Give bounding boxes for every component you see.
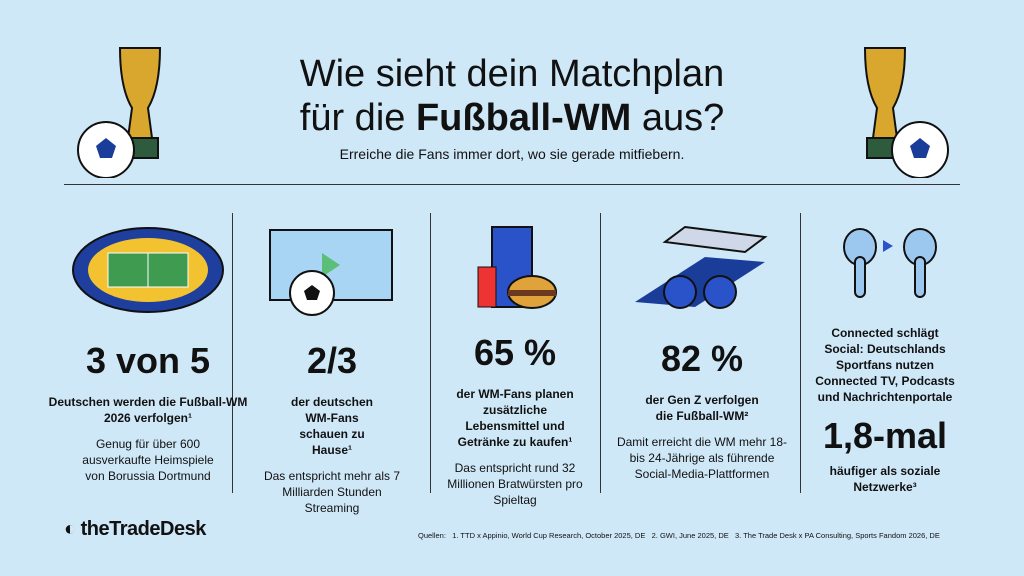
stat-column: Connected schlägt Social: Deutschlands S… [810, 325, 960, 505]
stat-detail: Genug für über 600 ausverkaufte Heimspie… [82, 437, 214, 483]
title-line: für die Fußball-WM aus? [200, 96, 824, 140]
title-text: für die [299, 97, 406, 139]
stat: 1,8-mal [822, 415, 948, 456]
subtitle: Erreiche die Fans immer dort, wo sie ger… [339, 146, 685, 162]
column-divider [800, 213, 801, 493]
stadium-icon [72, 227, 224, 313]
stat-detail: Das entspricht rund 32 Millionen Bratwür… [447, 461, 583, 507]
stat-column: 3 von 5 Deutschen werden die Fußball-WM … [48, 340, 248, 484]
stat-detail: häufiger als soziale Netzwerke³ [829, 464, 941, 494]
stat-column: 82 % der Gen Z verfolgen die Fußball-WM²… [612, 338, 792, 482]
stat: 3 von 5 [85, 340, 211, 381]
stat-lead: Connected schlägt Social: Deutschlands S… [815, 326, 955, 404]
source: 1. TTD x Appinio, World Cup Research, Oc… [452, 531, 646, 540]
logo: ◐ theTradeDesk [64, 518, 207, 540]
stat: 65 % [473, 332, 557, 373]
tv-icon [269, 229, 393, 316]
divider [64, 184, 960, 185]
source: 2. GWI, June 2025, DE [651, 531, 729, 540]
title-text: aus? [641, 97, 725, 139]
stat-detail: Das entspricht mehr als 7 Milliarden Stu… [263, 469, 401, 515]
stat-lead: Deutschen werden die Fußball-WM 2026 ver… [48, 395, 248, 425]
headphones-icon [635, 225, 768, 309]
column-divider [600, 213, 601, 493]
column-divider [232, 213, 233, 493]
stat-detail: Damit erreicht die WM mehr 18- bis 24-Jä… [616, 435, 788, 481]
stat-lead: der deutschen WM-Fans schauen zu Hause¹ [290, 395, 374, 457]
stat-column: 2/3 der deutschen WM-Fans schauen zu Hau… [262, 340, 402, 516]
stat-lead: der Gen Z verfolgen die Fußball-WM² [645, 393, 759, 423]
title-bold: Fußball-WM [415, 97, 632, 139]
trophy-ball-left [77, 47, 162, 178]
stat-lead: der WM-Fans planen zusätzliche Lebensmit… [456, 387, 574, 449]
stat: 2/3 [306, 340, 358, 381]
column-divider [430, 213, 431, 493]
sources-label: Quellen: [418, 531, 446, 540]
stat-column: 65 % der WM-Fans planen zusätzliche Lebe… [440, 332, 590, 508]
food-icon [477, 226, 557, 309]
title-line: Wie sieht dein Matchplan [299, 53, 725, 95]
source: 3. The Trade Desk x PA Consulting, Sport… [735, 531, 940, 540]
logo-text: theTradeDesk [80, 518, 207, 540]
sources: Quellen: 1. TTD x Appinio, World Cup Res… [418, 531, 940, 540]
trophy-ball-right [863, 47, 949, 178]
earbuds-icon [843, 228, 937, 298]
stat: 82 % [660, 338, 744, 379]
